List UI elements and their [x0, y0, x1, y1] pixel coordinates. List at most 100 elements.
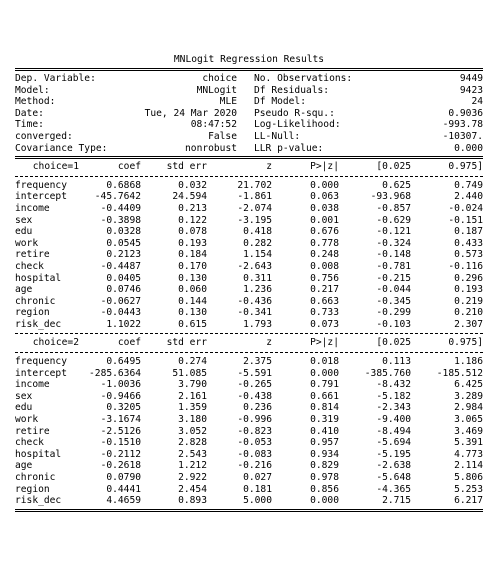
table-cell: 0.418	[243, 226, 272, 238]
header-left-label: converged:	[15, 130, 73, 142]
table-cell: 0.217	[310, 284, 339, 296]
variable-name: work	[15, 237, 39, 249]
table-row: check -0.1510 2.828 -0.053 0.957 -5.694 5.391	[15, 437, 483, 449]
column-header: std err	[166, 161, 207, 173]
table-cell: 2.161	[178, 390, 207, 402]
variable-name: frequency	[15, 356, 67, 368]
table-cell: 0.0545	[106, 237, 141, 249]
header-right-label: LLR p-value:	[254, 142, 324, 154]
variable-name: risk_dec	[15, 318, 62, 330]
table-cell: 2.828	[178, 437, 207, 449]
table-cell: 0.957	[310, 437, 339, 449]
header-row: converged: False LL-Null: -10307.	[15, 131, 483, 143]
variable-name: hospital	[15, 448, 62, 460]
variable-name: age	[15, 284, 33, 296]
variable-name: income	[15, 379, 50, 391]
header-row: Covariance Type: nonrobust LLR p-value: …	[15, 143, 483, 155]
table-cell: -9.400	[376, 414, 411, 426]
dashed-rule	[15, 330, 483, 337]
block-label: choice=2	[32, 337, 79, 349]
header-right-value: -10307.	[442, 130, 483, 142]
column-header: std err	[166, 337, 207, 349]
table-cell: 0.213	[178, 202, 207, 214]
table-cell: 0.130	[178, 272, 207, 284]
table-row: income -1.0036 3.790 -0.265 0.791 -8.432 6.425	[15, 379, 483, 391]
table-row: work -3.1674 3.180 -0.996 0.319 -9.400 3.065	[15, 414, 483, 426]
header-left-label: Dep. Variable:	[15, 73, 96, 84]
table-cell: -0.116	[448, 260, 483, 272]
table-row: age 0.0746 0.060 1.236 0.217 -0.044 0.193	[15, 284, 483, 296]
table-cell: -0.629	[376, 214, 411, 226]
table-cell: 0.248	[310, 249, 339, 261]
column-header: z	[266, 161, 272, 173]
table-row: region 0.4441 2.454 0.181 0.856 -4.365 5.253	[15, 484, 483, 496]
table-row: retire 0.2123 0.184 1.154 0.248 -0.148 0.573	[15, 249, 483, 261]
table-cell: 0.733	[310, 307, 339, 319]
table-cell: 5.391	[454, 437, 483, 449]
table-cell: -0.823	[237, 425, 272, 437]
table-cell: -0.4487	[100, 260, 141, 272]
table-row: frequency 0.6495 0.274 2.375 0.018 0.113 1.186	[15, 356, 483, 368]
table-row: edu 0.3205 1.359 0.236 0.814 -2.343 2.984	[15, 402, 483, 414]
table-cell: 0.073	[310, 318, 339, 330]
table-cell: 0.032	[178, 179, 207, 191]
table-cell: 21.702	[237, 179, 272, 191]
double-rule	[15, 154, 483, 161]
header-row: Dep. Variable: choice No. Observations: …	[15, 73, 483, 85]
variable-name: sex	[15, 214, 33, 226]
table-cell: 0.625	[382, 179, 411, 191]
variable-name: sex	[15, 390, 33, 402]
variable-name: chronic	[15, 295, 56, 307]
dashed-rule	[15, 349, 483, 356]
table-cell: 0.893	[178, 495, 207, 507]
table-cell: 2.454	[178, 483, 207, 495]
table-cell: 0.2123	[106, 249, 141, 261]
table-row: sex -0.3898 0.122 -3.195 0.001 -0.629 -0.151	[15, 215, 483, 227]
table-cell: 0.6868	[106, 179, 141, 191]
header-row: Model: MNLogit Df Residuals: 9423	[15, 85, 483, 97]
header-right-label: No. Observations:	[254, 73, 353, 84]
table-row: work 0.0545 0.193 0.282 0.778 -0.324 0.433	[15, 238, 483, 250]
table-cell: 1.212	[178, 460, 207, 472]
table-cell: -0.9466	[100, 390, 141, 402]
table-cell: -0.2618	[100, 460, 141, 472]
table-cell: 0.144	[178, 295, 207, 307]
table-cell: 2.440	[454, 191, 483, 203]
table-cell: -0.053	[237, 437, 272, 449]
header-right-value: 0.000	[454, 142, 483, 154]
table-cell: 0.3205	[106, 402, 141, 414]
table-cell: 0.060	[178, 284, 207, 296]
variable-name: retire	[15, 425, 50, 437]
table-row: chronic -0.0627 0.144 -0.436 0.663 -0.345 0.21…	[15, 296, 483, 308]
header-left-value: MLE	[219, 96, 237, 108]
model-info-header: Dep. Variable: choice No. Observations: …	[15, 73, 483, 154]
header-row: Date: Tue, 24 Mar 2020 Pseudo R-squ.: 0.…	[15, 108, 483, 120]
table-cell: 0.676	[310, 226, 339, 238]
column-header: [0.025	[376, 337, 411, 349]
header-row: Method: MLE Df Model: 24	[15, 96, 483, 108]
header-left-label: Method:	[15, 96, 56, 108]
table-cell: 0.296	[454, 272, 483, 284]
table-cell: -0.3898	[100, 214, 141, 226]
table-cell: 2.922	[178, 472, 207, 483]
table-cell: 0.756	[310, 272, 339, 284]
table-cell: -0.324	[376, 237, 411, 249]
table-cell: 0.038	[310, 202, 339, 214]
table-cell: -1.0036	[100, 379, 141, 391]
table-cell: 3.469	[454, 425, 483, 437]
table-cell: 1.154	[243, 249, 272, 261]
table-cell: -0.151	[448, 214, 483, 226]
table-cell: -45.7642	[94, 191, 141, 203]
table-cell: 0.829	[310, 460, 339, 472]
table-row: retire -2.5126 3.052 -0.823 0.410 -8.494 3.469	[15, 426, 483, 438]
table-cell: -0.1510	[100, 437, 141, 449]
table-cell: -5.694	[376, 437, 411, 449]
header-left-value: MNLogit	[196, 84, 237, 96]
table-row: check -0.4487 0.170 -2.643 0.008 -0.781 -0.116	[15, 261, 483, 273]
table-cell: -385.760	[364, 367, 411, 379]
table-row: sex -0.9466 2.161 -0.438 0.661 -5.182 3.289	[15, 391, 483, 403]
table-cell: 0.615	[178, 318, 207, 330]
table-cell: -2.643	[237, 260, 272, 272]
header-row: Time: 08:47:52 Log-Likelihood: -993.78	[15, 119, 483, 131]
header-left-label: Covariance Type:	[15, 142, 108, 154]
